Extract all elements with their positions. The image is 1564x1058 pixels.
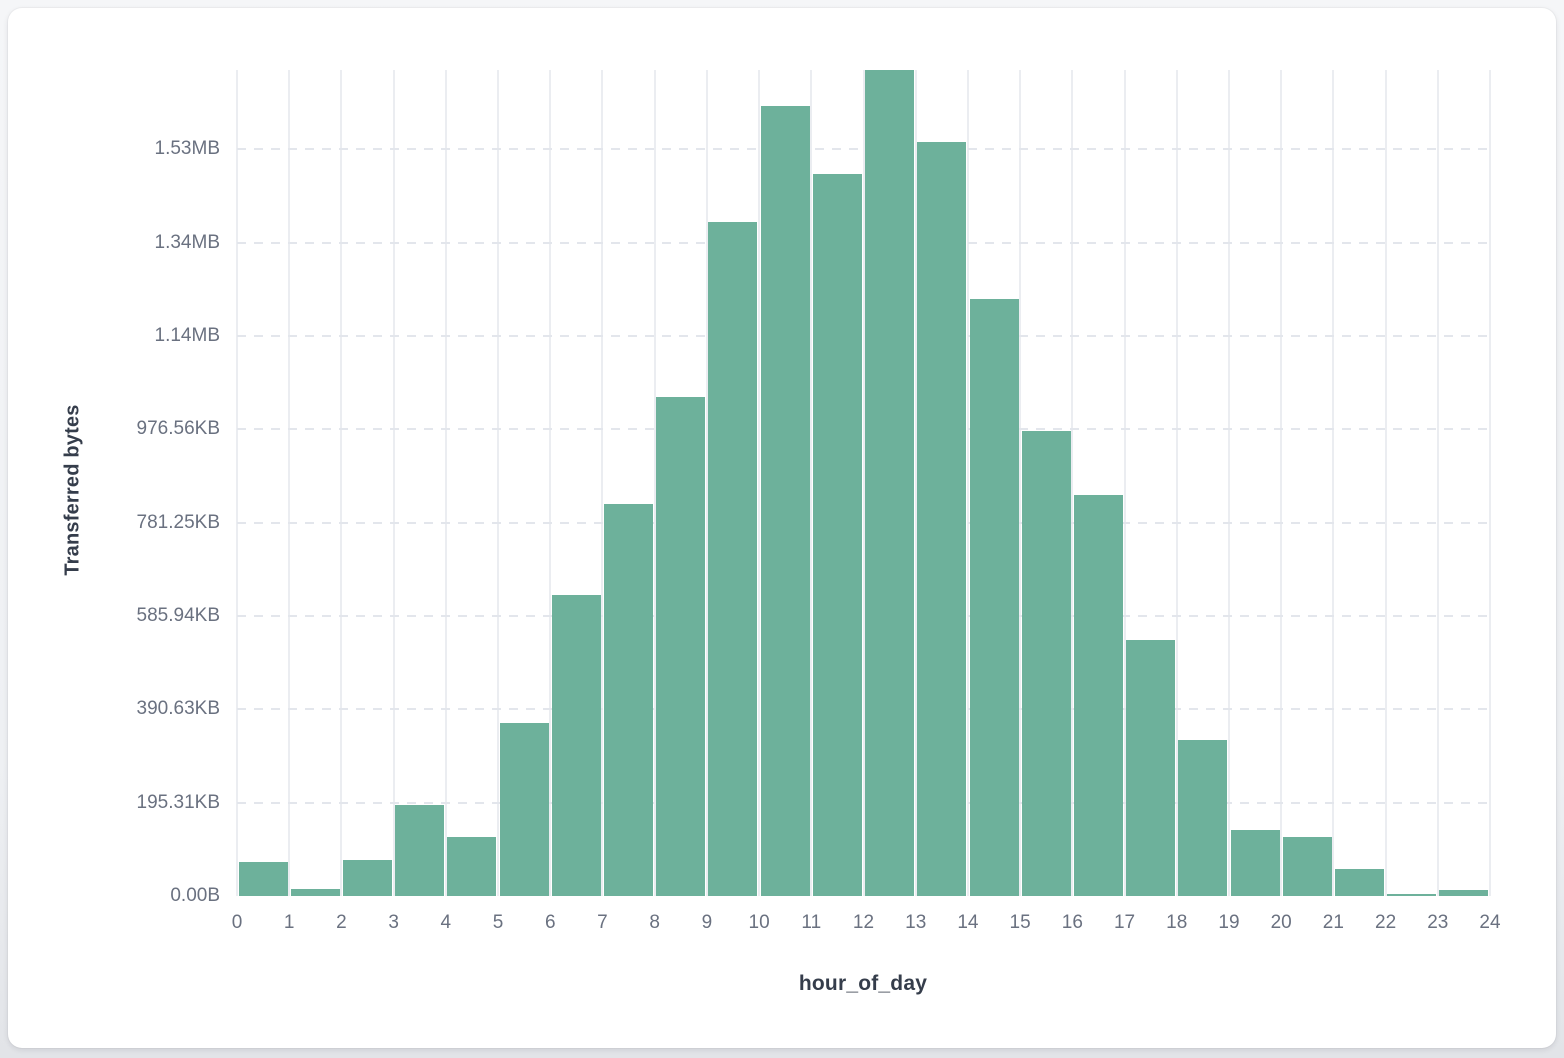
- x-tick-label-4: 4: [440, 912, 452, 933]
- x-tick-label-11: 11: [801, 912, 822, 933]
- vertical-gridline-0: [236, 70, 238, 896]
- x-tick-label-16: 16: [1061, 912, 1083, 933]
- x-tick-label-8: 8: [649, 912, 660, 933]
- chart-card: 0.00B 195.31KB 390.63KB 585.94KB 781.25KB 976…: [8, 8, 1556, 1048]
- x-tick-label-2: 2: [336, 912, 347, 933]
- x-tick-label-22: 22: [1375, 912, 1397, 933]
- vertical-gridline-17: [1123, 70, 1126, 896]
- vertical-gridline-20: [1280, 70, 1283, 896]
- x-tick-label-20: 20: [1270, 912, 1292, 933]
- horizontal-gridline-195.31KB: [237, 801, 1490, 804]
- vertical-gridline-24: [1489, 70, 1491, 896]
- histogram-bar-hour-16[interactable]: [1073, 495, 1123, 896]
- histogram-bar-hour-18[interactable]: [1178, 740, 1228, 896]
- y-tick-label-390.63KB: 390.63KB: [136, 698, 220, 720]
- histogram-bar-hour-2[interactable]: [343, 860, 393, 896]
- y-tick-label-1.53MB: 1.53MB: [154, 138, 220, 160]
- x-tick-label-17: 17: [1113, 912, 1136, 933]
- histogram-bar-hour-14[interactable]: [969, 298, 1019, 896]
- horizontal-gridline-585.94KB: [237, 615, 1490, 617]
- y-tick-label-195.31KB: 195.31KB: [136, 791, 220, 813]
- vertical-gridline-5: [497, 70, 500, 896]
- x-tick-label-9: 9: [701, 912, 713, 933]
- x-tick-label-24: 24: [1479, 912, 1501, 933]
- x-tick-label-13: 13: [905, 912, 927, 933]
- histogram-bar-hour-20[interactable]: [1282, 837, 1332, 896]
- histogram-bar-hour-23[interactable]: [1439, 889, 1489, 896]
- x-tick-label-5: 5: [492, 912, 504, 933]
- horizontal-gridline-781.25KB: [237, 521, 1490, 524]
- histogram-bar-hour-7[interactable]: [604, 504, 654, 896]
- x-tick-label-0: 0: [231, 912, 243, 933]
- vertical-gridline-15: [1019, 70, 1022, 896]
- histogram-bar-hour-22[interactable]: [1387, 894, 1437, 896]
- y-tick-label-781.25KB: 781.25KB: [136, 511, 220, 533]
- histogram-bar-hour-0[interactable]: [238, 861, 288, 896]
- histogram-bar-hour-19[interactable]: [1230, 830, 1280, 896]
- x-tick-label-7: 7: [597, 912, 608, 933]
- y-tick-label-0.00B: 0.00B: [170, 885, 220, 906]
- histogram-bar-hour-13[interactable]: [917, 142, 967, 896]
- vertical-gridline-4: [444, 70, 447, 896]
- y-tick-label-976.56KB: 976.56KB: [136, 418, 220, 440]
- histogram-bar-hour-4[interactable]: [447, 836, 497, 896]
- histogram-bar-hour-9[interactable]: [708, 221, 758, 896]
- x-tick-label-10: 10: [748, 912, 770, 933]
- vertical-gridline-16: [1071, 70, 1074, 896]
- vertical-gridline-21: [1332, 70, 1335, 896]
- y-tick-label-585.94KB: 585.94KB: [136, 605, 220, 626]
- x-tick-label-15: 15: [1009, 912, 1031, 933]
- x-tick-label-12: 12: [852, 912, 875, 933]
- histogram-bar-hour-15[interactable]: [1021, 431, 1071, 896]
- histogram-bar-hour-21[interactable]: [1334, 868, 1384, 896]
- histogram-plot-area: [236, 70, 1491, 896]
- vertical-gridline-2: [340, 70, 343, 896]
- horizontal-gridline-1.14MB: [237, 335, 1490, 337]
- vertical-gridline-12: [862, 70, 865, 896]
- histogram-bar-hour-11[interactable]: [812, 174, 862, 896]
- x-tick-label-19: 19: [1218, 912, 1240, 933]
- horizontal-gridline-1.53MB: [237, 148, 1490, 151]
- histogram-bar-hour-6[interactable]: [551, 595, 601, 896]
- vertical-gridline-3: [392, 70, 395, 896]
- vertical-gridline-18: [1175, 70, 1178, 896]
- x-tick-label-21: 21: [1322, 912, 1344, 933]
- vertical-gridline-11: [810, 70, 813, 896]
- vertical-gridline-23: [1436, 70, 1439, 896]
- horizontal-gridline-976.56KB: [237, 428, 1490, 431]
- y-tick-label-1.34MB: 1.34MB: [154, 231, 220, 253]
- vertical-gridline-13: [914, 70, 917, 896]
- histogram-bar-hour-10[interactable]: [760, 105, 810, 896]
- histogram-bar-hour-12[interactable]: [865, 70, 915, 896]
- vertical-gridline-22: [1384, 70, 1387, 896]
- histogram-bar-hour-8[interactable]: [656, 396, 706, 896]
- histogram-bar-hour-5[interactable]: [499, 723, 549, 896]
- vertical-gridline-14: [966, 70, 969, 896]
- vertical-gridline-10: [758, 70, 761, 896]
- vertical-gridline-19: [1227, 70, 1230, 896]
- vertical-gridline-8: [653, 70, 656, 896]
- x-tick-label-18: 18: [1166, 912, 1188, 933]
- horizontal-gridline-390.63KB: [237, 708, 1490, 711]
- vertical-gridline-7: [601, 70, 604, 896]
- x-tick-label-23: 23: [1427, 912, 1449, 933]
- vertical-gridline-6: [549, 70, 552, 896]
- horizontal-gridline-1.34MB: [237, 241, 1490, 244]
- x-tick-label-6: 6: [544, 912, 556, 933]
- x-tick-label-14: 14: [957, 912, 979, 933]
- histogram-bar-hour-1[interactable]: [290, 889, 340, 896]
- vertical-gridline-1: [288, 70, 291, 896]
- y-tick-label-1.14MB: 1.14MB: [154, 325, 220, 346]
- histogram-bar-hour-3[interactable]: [395, 804, 445, 896]
- x-axis-title: hour_of_day: [798, 972, 928, 995]
- x-tick-label-3: 3: [388, 912, 399, 933]
- x-tick-label-1: 1: [283, 912, 295, 933]
- histogram-bar-hour-17[interactable]: [1126, 640, 1176, 896]
- vertical-gridline-9: [705, 70, 708, 896]
